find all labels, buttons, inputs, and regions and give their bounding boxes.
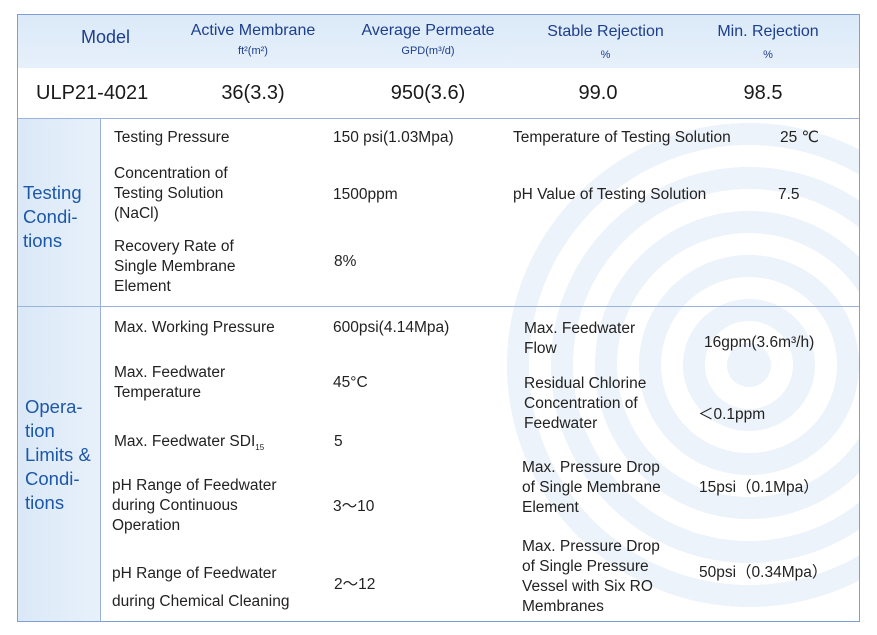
residual-chlorine-value: ＜0.1ppm <box>698 406 766 423</box>
testing-pressure-label: Testing Pressure <box>114 129 230 146</box>
max-feedwater-flow-label: Max. Feedwater Flow <box>524 320 636 357</box>
operation-limits-label: Opera- tion Limits & Condi- tions <box>25 396 91 513</box>
pressure-drop-vessel-value: 50psi（0.34Mpa） <box>699 564 828 581</box>
testing-recovery-label: Recovery Rate of Single Membrane Element <box>114 238 236 295</box>
testing-temperature-label: Temperature of Testing Solution <box>513 129 731 146</box>
max-feedwater-temperature-value: 45°C <box>333 374 368 391</box>
spec-table: Model Active Membrane ft²(m²) Average Pe… <box>17 14 860 622</box>
max-working-pressure-value: 600psi(4.14Mpa) <box>333 319 450 336</box>
max-feedwater-temperature-label: Max. Feedwater Temperature <box>114 364 226 401</box>
testing-ph-label: pH Value of Testing Solution <box>513 186 707 203</box>
model-value: ULP21-4021 <box>36 82 149 104</box>
pressure-drop-element-label: Max. Pressure Drop of Single Membrane El… <box>522 459 661 516</box>
max-feedwater-sdi-value: 5 <box>334 433 343 450</box>
residual-chlorine-label: Residual Chlorine Concentration of Feedw… <box>524 375 647 432</box>
section-divider <box>18 306 859 307</box>
testing-temperature-value: 25 ℃ <box>780 129 819 146</box>
testing-conditions-label: Testing Condi- tions <box>23 182 82 251</box>
ph-cleaning-value: 2～12 <box>334 576 376 593</box>
ph-cleaning-label: pH Range of Feedwater during Chemical Cl… <box>112 565 290 610</box>
max-working-pressure-label: Max. Working Pressure <box>114 319 275 336</box>
testing-ph-value: 7.5 <box>778 186 800 203</box>
model-row <box>18 68 859 119</box>
header-row <box>18 15 859 69</box>
header-active-membrane: Active Membrane <box>190 22 316 39</box>
header-stable-rejection: Stable Rejection <box>547 23 664 40</box>
stable-rejection-value: 99.0 <box>578 82 618 104</box>
testing-concentration-label: Concentration of Testing Solution (NaCl) <box>114 165 228 222</box>
max-feedwater-flow-value: 16gpm(3.6m³/h) <box>704 334 815 351</box>
operation-side-band <box>18 307 101 621</box>
testing-concentration-value: 1500ppm <box>333 186 398 203</box>
testing-pressure-value: 150 psi(1.03Mpa) <box>333 129 454 146</box>
header-min-rejection-unit: % <box>763 49 773 61</box>
header-model: Model <box>80 27 131 47</box>
testing-recovery-value: 8% <box>334 253 357 270</box>
pressure-drop-element-value: 15psi（0.1Mpa） <box>699 479 819 496</box>
header-average-permeate-unit: GPD(m³/d) <box>401 45 455 57</box>
header-stable-rejection-unit: % <box>600 49 611 61</box>
header-min-rejection: Min. Rejection <box>717 23 819 40</box>
ph-continuous-value: 3～10 <box>333 498 375 515</box>
header-active-membrane-unit: ft²(m²) <box>238 45 268 57</box>
ph-continuous-label: pH Range of Feedwater during Continuous … <box>112 477 277 534</box>
header-average-permeate: Average Permeate <box>361 22 495 39</box>
max-feedwater-sdi-label: Max. Feedwater SDI15 <box>114 433 265 453</box>
pressure-drop-vessel-label: Max. Pressure Drop of Single Pressure Ve… <box>522 538 660 615</box>
active-membrane-value: 36(3.3) <box>221 82 285 104</box>
average-permeate-value: 950(3.6) <box>390 82 466 104</box>
testing-side-band <box>18 119 101 306</box>
min-rejection-value: 98.5 <box>743 82 783 104</box>
